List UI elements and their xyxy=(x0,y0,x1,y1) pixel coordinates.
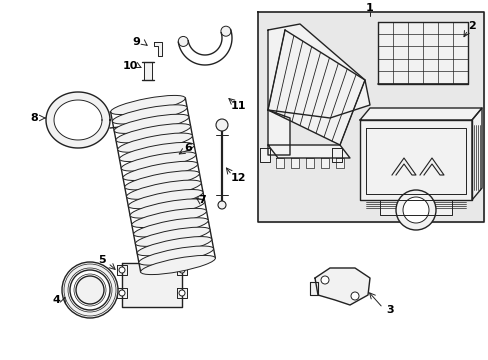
Text: 4: 4 xyxy=(52,295,60,305)
Circle shape xyxy=(70,270,110,310)
Circle shape xyxy=(179,267,184,273)
Circle shape xyxy=(119,290,125,296)
Ellipse shape xyxy=(133,218,208,237)
Text: 10: 10 xyxy=(122,61,138,71)
Ellipse shape xyxy=(126,180,201,199)
Polygon shape xyxy=(258,12,483,222)
Polygon shape xyxy=(267,30,364,145)
Ellipse shape xyxy=(116,123,190,143)
Polygon shape xyxy=(260,148,269,162)
Text: 2: 2 xyxy=(467,21,475,31)
Circle shape xyxy=(216,119,227,131)
Circle shape xyxy=(76,276,104,304)
Polygon shape xyxy=(359,120,471,200)
Polygon shape xyxy=(359,108,481,120)
Polygon shape xyxy=(267,24,369,118)
Ellipse shape xyxy=(112,105,187,124)
Ellipse shape xyxy=(123,161,197,180)
Text: 8: 8 xyxy=(30,113,38,123)
Polygon shape xyxy=(177,265,186,275)
Text: 12: 12 xyxy=(230,173,245,183)
Text: 11: 11 xyxy=(230,101,245,111)
Circle shape xyxy=(395,190,435,230)
Ellipse shape xyxy=(114,114,188,134)
Ellipse shape xyxy=(132,208,206,228)
Polygon shape xyxy=(290,158,298,168)
Circle shape xyxy=(62,262,118,318)
Polygon shape xyxy=(117,288,127,298)
Polygon shape xyxy=(143,62,152,80)
Polygon shape xyxy=(335,158,343,168)
Ellipse shape xyxy=(119,143,194,162)
Ellipse shape xyxy=(110,95,185,114)
Ellipse shape xyxy=(121,152,196,171)
Polygon shape xyxy=(314,268,369,305)
Text: 6: 6 xyxy=(183,143,192,153)
Text: 3: 3 xyxy=(386,305,393,315)
Polygon shape xyxy=(331,148,341,162)
Ellipse shape xyxy=(137,237,211,256)
Circle shape xyxy=(221,26,230,36)
Polygon shape xyxy=(54,100,102,140)
Ellipse shape xyxy=(141,256,215,275)
Polygon shape xyxy=(267,145,349,158)
Polygon shape xyxy=(471,108,481,200)
Ellipse shape xyxy=(139,246,213,265)
Circle shape xyxy=(402,197,428,223)
Text: 9: 9 xyxy=(132,37,140,47)
Circle shape xyxy=(179,290,184,296)
Text: 5: 5 xyxy=(98,255,105,265)
Polygon shape xyxy=(275,158,284,168)
Polygon shape xyxy=(377,22,467,84)
Ellipse shape xyxy=(130,199,204,218)
Polygon shape xyxy=(267,110,289,155)
Polygon shape xyxy=(309,282,317,295)
Circle shape xyxy=(178,36,188,46)
Polygon shape xyxy=(122,263,182,307)
Polygon shape xyxy=(177,288,186,298)
Ellipse shape xyxy=(128,189,203,209)
Polygon shape xyxy=(154,42,162,56)
Circle shape xyxy=(119,267,125,273)
Ellipse shape xyxy=(124,171,199,190)
Polygon shape xyxy=(320,158,328,168)
Circle shape xyxy=(185,192,198,204)
Ellipse shape xyxy=(118,133,192,152)
Polygon shape xyxy=(305,158,313,168)
Circle shape xyxy=(350,292,358,300)
Polygon shape xyxy=(46,92,110,148)
Polygon shape xyxy=(117,265,127,275)
Ellipse shape xyxy=(135,227,210,246)
Text: 1: 1 xyxy=(366,3,373,13)
Text: 7: 7 xyxy=(198,195,205,205)
Circle shape xyxy=(218,201,225,209)
Circle shape xyxy=(320,276,328,284)
Polygon shape xyxy=(379,200,451,215)
